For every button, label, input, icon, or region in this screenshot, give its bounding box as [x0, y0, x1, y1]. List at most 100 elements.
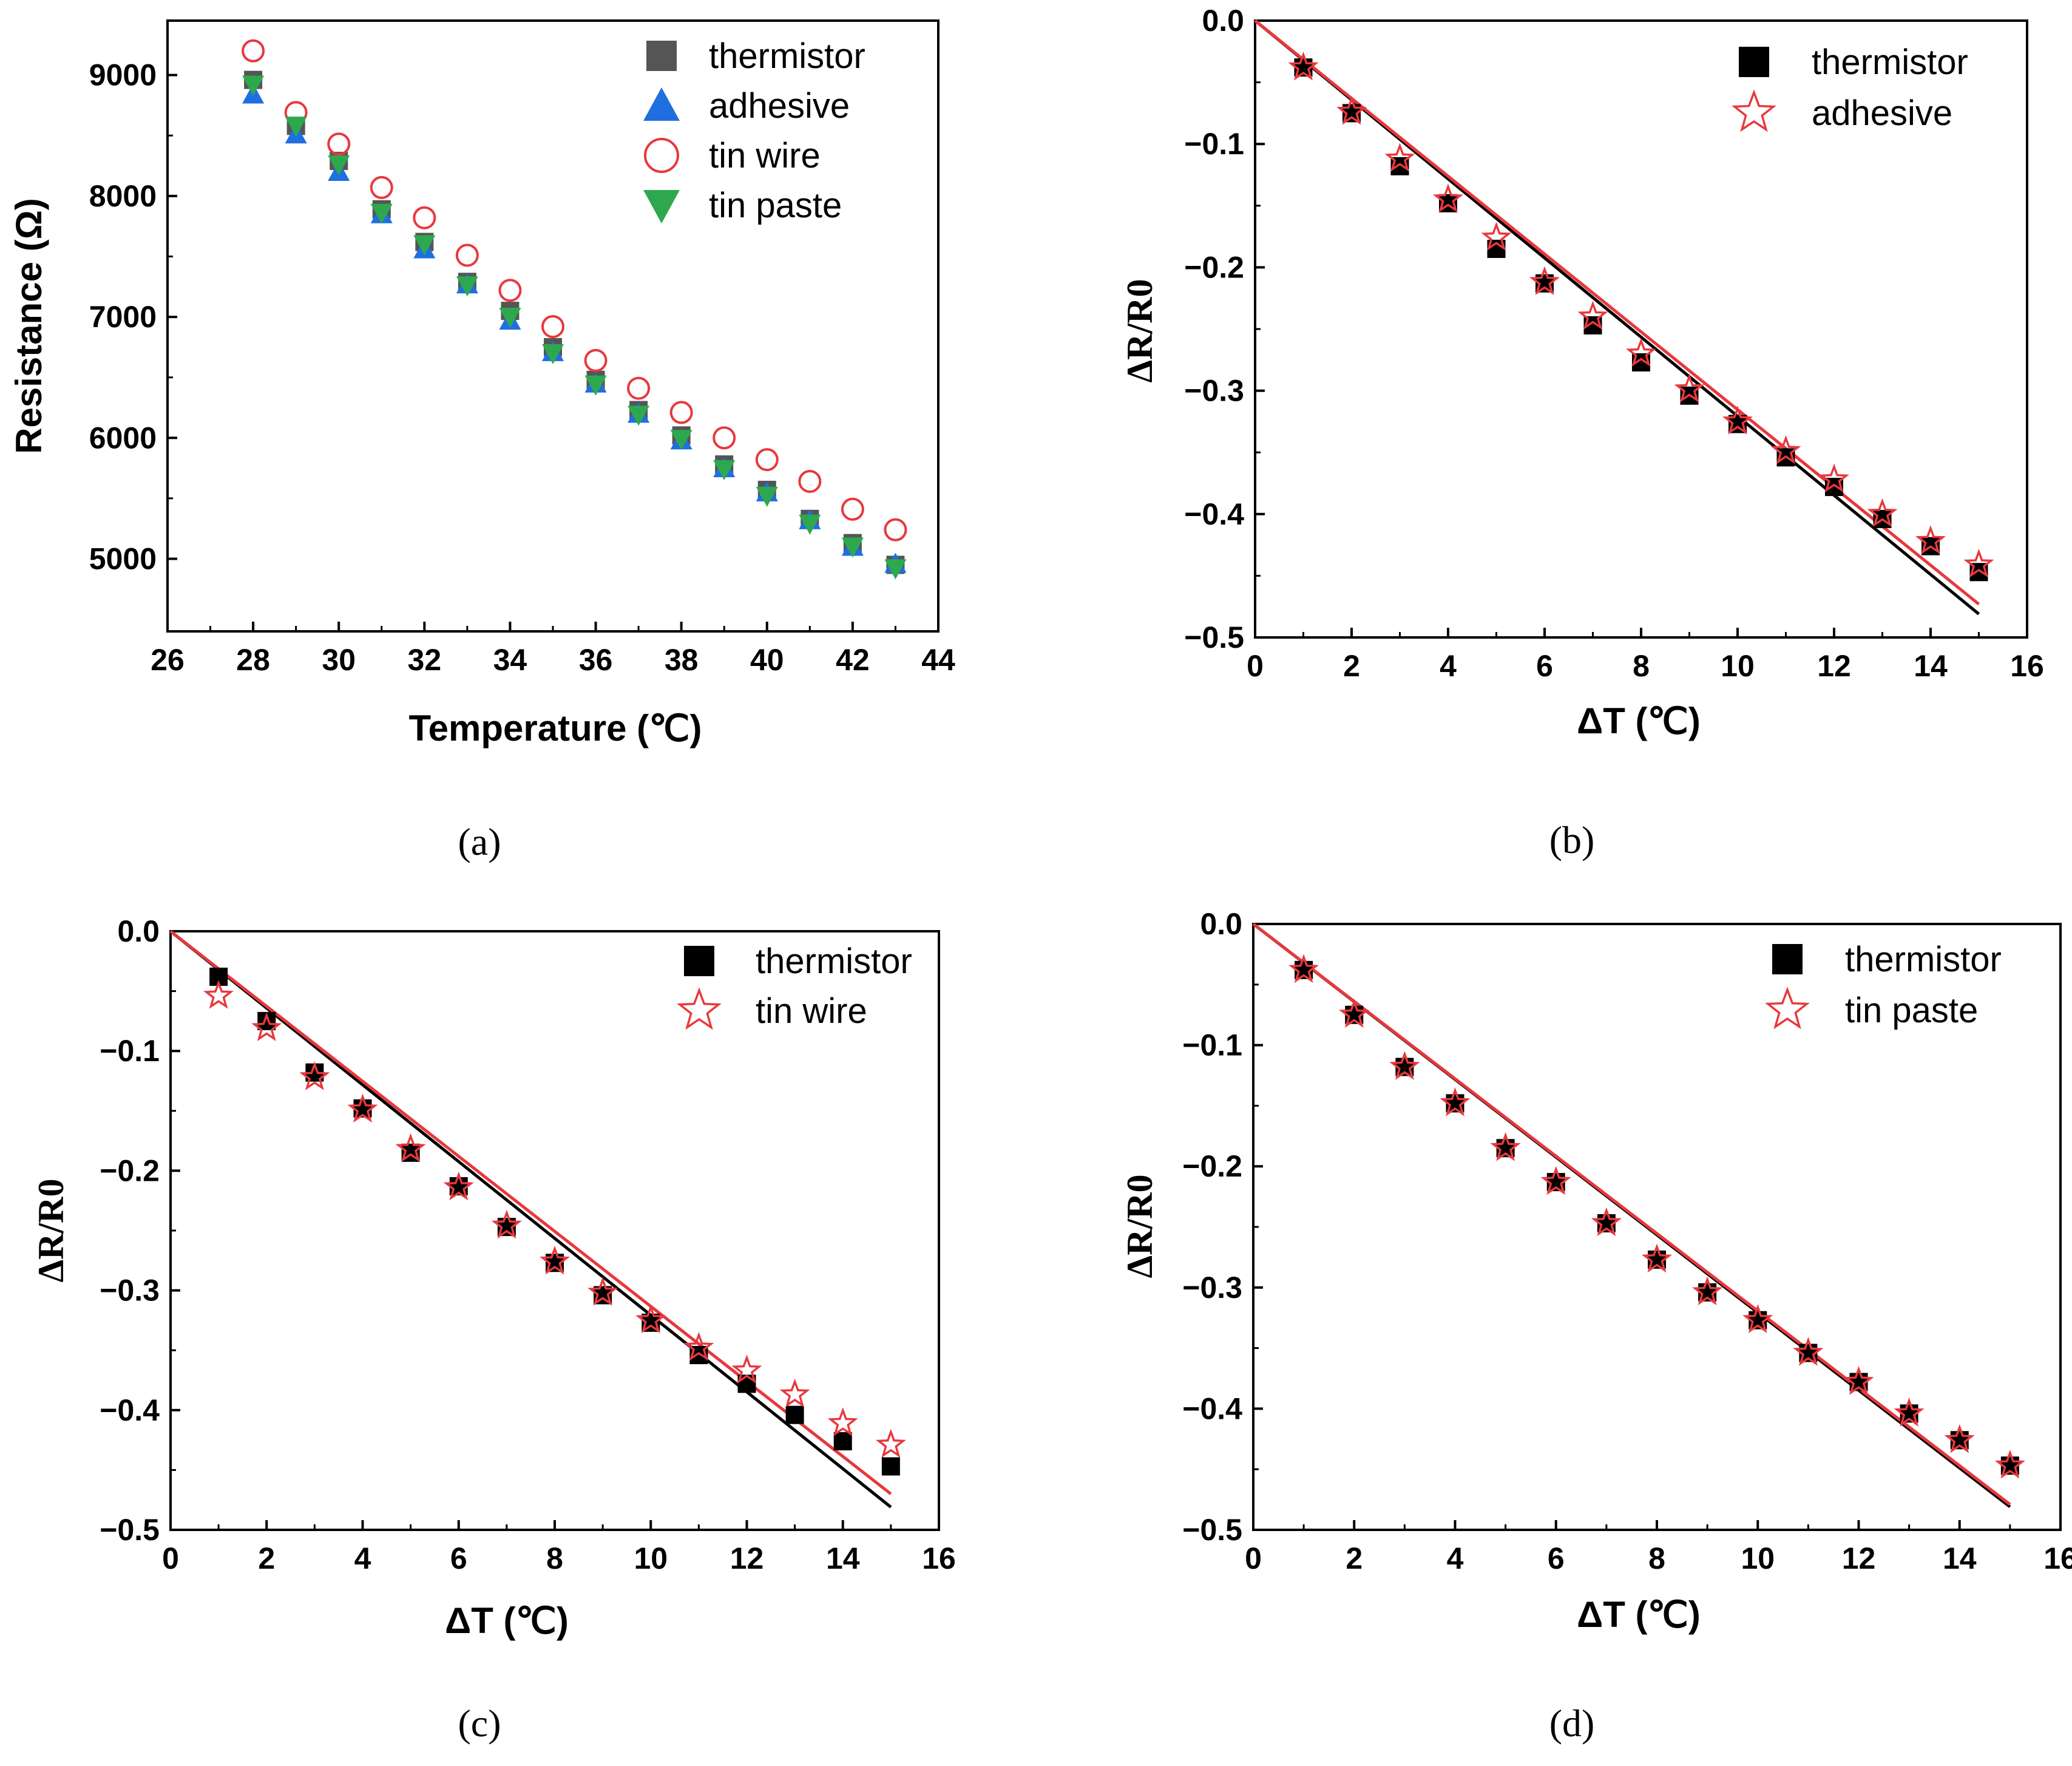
y-tick-label: 0.0 [1202, 4, 1244, 38]
y-tick-label: −0.1 [100, 1034, 160, 1068]
fit-line-tin-wire [169, 930, 892, 1495]
x-axis-title: ΔT (℃) [445, 1600, 569, 1641]
x-axis-title: Temperature (℃) [408, 708, 702, 749]
data-point-tin-wire [455, 243, 479, 267]
x-tick-label: 2 [1346, 1541, 1363, 1575]
x-tick-label: 40 [750, 643, 784, 677]
data-point-thermistor [833, 1432, 852, 1451]
legend-marker [1732, 89, 1776, 132]
data-point-tin-paste [799, 514, 821, 535]
data-point-adhesive [1770, 435, 1801, 464]
legend-marker [1739, 47, 1769, 77]
y-tick-label: 7000 [89, 300, 157, 334]
data-point-tin-paste [670, 430, 692, 450]
data-point-tin-wire [798, 469, 822, 493]
data-point-tin-paste [1591, 1207, 1622, 1237]
panel-a: 26 28 30 32 34 36 38 40 42 44 5000 6000 7000 8000 9000… [8, 19, 955, 863]
x-tick-label: 2 [1343, 649, 1360, 683]
data-point-tin-wire [443, 1171, 474, 1201]
data-point-adhesive [1384, 143, 1415, 172]
y-axis-title: ΔR/R0 [1120, 279, 1160, 383]
data-point-tin-paste [1288, 954, 1319, 983]
data-point-tin-paste [1440, 1087, 1471, 1116]
data-point-tin-wire [327, 132, 351, 156]
data-point-tin-wire [299, 1061, 330, 1090]
x-tick-label: 6 [1536, 649, 1553, 683]
data-point-tin-paste [1742, 1304, 1773, 1334]
legend-label: thermistor [756, 942, 912, 981]
panel-caption: (b) [1549, 818, 1595, 861]
data-point-tin-paste [884, 559, 907, 580]
x-tick-label: 4 [1447, 1541, 1464, 1575]
data-point-tin-wire [203, 980, 234, 1009]
fit-line-thermistor [169, 930, 892, 1509]
data-point-thermistor [785, 1405, 804, 1424]
data-point-adhesive [1288, 51, 1319, 81]
x-tick-label: 16 [2043, 1541, 2072, 1575]
data-point-tin-paste [584, 375, 607, 396]
legend-label: thermistor [709, 36, 865, 76]
x-tick-label: 32 [408, 643, 442, 677]
panel-caption: (c) [458, 1702, 501, 1745]
data-point-tin-paste [1389, 1051, 1420, 1080]
data-point-tin-paste [456, 276, 478, 297]
data-point-tin-wire [841, 497, 864, 521]
x-tick-label: 36 [579, 643, 613, 677]
data-point-tin-paste [1339, 999, 1370, 1028]
x-tick-label: 8 [546, 1541, 563, 1575]
x-tick-label: 8 [1648, 1541, 1665, 1575]
x-tick-label: 0 [1247, 649, 1264, 683]
data-point-tin-paste [499, 308, 521, 328]
data-point-tin-wire [884, 518, 907, 542]
legend-label: thermistor [1845, 940, 2002, 979]
data-point-adhesive [1722, 406, 1753, 435]
y-axis-title: ΔR/R0 [31, 1179, 71, 1283]
x-tick-label: 10 [634, 1541, 668, 1575]
x-tick-label: 12 [1842, 1541, 1876, 1575]
data-point-tin-paste [841, 537, 864, 558]
x-tick-label: 34 [493, 643, 527, 677]
data-point-adhesive [1577, 301, 1608, 330]
panel-caption: (a) [458, 820, 501, 863]
x-tick-label: 4 [354, 1541, 371, 1575]
x-tick-label: 6 [1548, 1541, 1565, 1575]
x-tick-label: 44 [921, 643, 955, 677]
data-point-tin-wire [587, 1277, 618, 1306]
panel-c: 0 2 4 6 8 10 12 14 16 −0.5 −0.4 −0.3 −0.2 −0.1 0.0 ther… [31, 914, 956, 1745]
y-tick-label: −0.5 [1184, 620, 1244, 654]
data-point-tin-wire [541, 314, 564, 338]
data-point-adhesive [1915, 525, 1946, 554]
y-tick-label: −0.5 [1182, 1513, 1242, 1547]
data-point-tin-paste [542, 344, 564, 364]
data-point-adhesive [1818, 463, 1850, 493]
y-tick-label: 9000 [89, 58, 157, 92]
data-point-tin-wire [731, 1354, 762, 1384]
legend-marker [684, 946, 714, 976]
panel-b: 0 2 4 6 8 10 12 14 16 −0.5 −0.4 −0.3 −0.2 −0.1 0.0 ther… [1120, 4, 2044, 861]
panel-caption: (d) [1549, 1702, 1595, 1745]
panel-d: 0 2 4 6 8 10 12 14 16 −0.5 −0.4 −0.3 −0.2 −0.1 0.0 ther… [1120, 907, 2072, 1745]
y-tick-label: 8000 [89, 179, 157, 213]
data-point-tin-wire [347, 1093, 378, 1123]
x-tick-label: 30 [322, 643, 356, 677]
y-tick-label: −0.2 [1182, 1149, 1242, 1183]
data-point-adhesive [1625, 338, 1657, 367]
data-point-tin-paste [1894, 1398, 1925, 1427]
x-axis-title: ΔT (℃) [1577, 701, 1701, 741]
y-tick-label: −0.1 [1182, 1028, 1242, 1062]
legend-label: thermistor [1812, 42, 1968, 82]
data-point-tin-paste [1793, 1337, 1824, 1366]
data-point-adhesive [1529, 266, 1560, 296]
data-point-tin-paste [1641, 1243, 1673, 1273]
data-point-tin-paste [1540, 1166, 1571, 1195]
y-tick-label: −0.3 [100, 1274, 160, 1308]
data-point-tin-paste [628, 406, 650, 426]
data-point-tin-wire [251, 1012, 282, 1041]
data-point-tin-wire [827, 1407, 858, 1436]
x-tick-label: 0 [1245, 1541, 1262, 1575]
data-point-tin-paste [1994, 1449, 2025, 1479]
legend-label: adhesive [1812, 93, 1952, 133]
data-point-tin-wire [627, 376, 651, 400]
y-tick-label: −0.1 [1184, 127, 1244, 161]
